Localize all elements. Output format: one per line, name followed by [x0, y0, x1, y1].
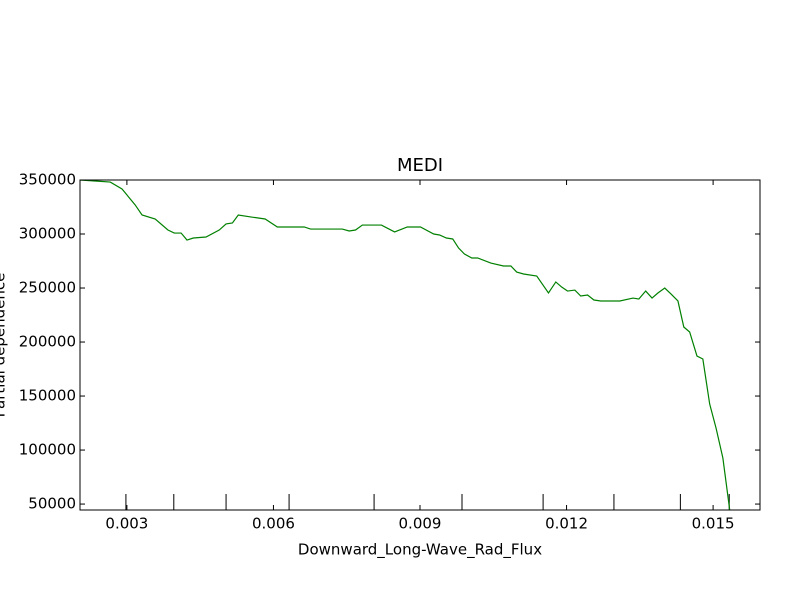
x-tick-label: 0.012 — [545, 515, 588, 533]
data-line — [80, 180, 731, 510]
x-tick-label: 0.009 — [399, 515, 442, 533]
plot-frame — [79, 179, 761, 511]
y-tick-label: 200000 — [19, 333, 76, 351]
chart-title: MEDI — [397, 155, 443, 176]
y-axis-label: Partial dependence — [0, 273, 9, 418]
x-axis-label: Downward_Long-Wave_Rad_Flux — [298, 541, 542, 560]
y-tick-label: 100000 — [19, 441, 76, 459]
y-tick-label: 350000 — [19, 171, 76, 189]
y-tick-label: 50000 — [28, 495, 76, 513]
x-tick-label: 0.003 — [105, 515, 148, 533]
x-tick-label: 0.015 — [692, 515, 735, 533]
y-tick-label: 250000 — [19, 279, 76, 297]
y-tick-label: 150000 — [19, 387, 76, 405]
y-tick-label: 300000 — [19, 225, 76, 243]
x-tick-label: 0.006 — [252, 515, 295, 533]
